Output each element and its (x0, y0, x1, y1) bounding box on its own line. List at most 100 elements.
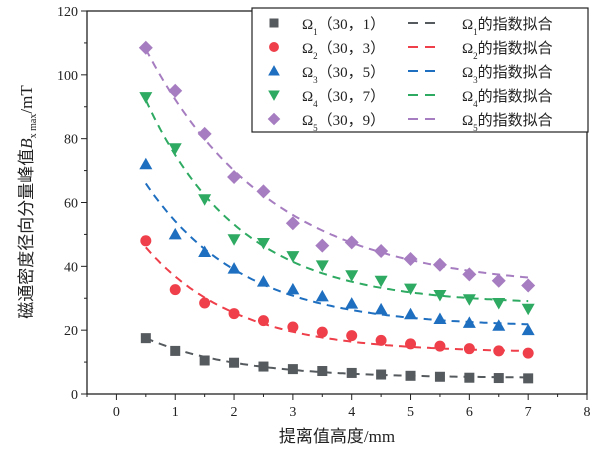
data-point (463, 343, 475, 355)
data-point (346, 367, 357, 378)
legend-item-2: Ω2（30，3） Ω2的指数拟合 (269, 40, 553, 61)
x-tick-label: 4 (348, 405, 355, 420)
data-point (405, 370, 416, 381)
data-point (491, 273, 506, 288)
legend-label: Ω4（30，7） (302, 88, 385, 109)
data-point (317, 366, 328, 377)
legend-label: Ω1（30，1） (302, 16, 385, 37)
data-point (523, 373, 534, 384)
legend-item-4: Ω4（30，7） Ω4的指数拟合 (268, 88, 553, 109)
legend-marker (268, 65, 280, 76)
x-tick-label: 5 (407, 405, 414, 420)
legend-label: Ω5（30，9） (302, 112, 385, 133)
y-tick-label: 40 (64, 260, 78, 275)
data-point (316, 326, 328, 338)
x-tick-label: 7 (525, 405, 532, 420)
series-4 (139, 92, 535, 316)
data-point (168, 83, 183, 98)
series-2 (140, 235, 534, 359)
y-axis-label-sub: x max (28, 114, 39, 139)
data-point (493, 345, 505, 357)
data-point (256, 238, 270, 250)
y-axis-label-symbol: B (17, 138, 36, 149)
data-point (256, 275, 270, 287)
fit-curve-5 (144, 48, 529, 279)
data-point (257, 315, 269, 327)
data-point (199, 297, 211, 309)
data-point (227, 169, 242, 184)
data-point (286, 282, 300, 295)
svg-text:磁通密度径向分量峰值Bx max/mT: 磁通密度径向分量峰值Bx max/mT (17, 85, 39, 319)
legend-fit-label: Ω3的指数拟合 (462, 64, 553, 85)
data-point (376, 369, 387, 380)
y-tick-label: 120 (57, 5, 78, 20)
series-5 (138, 40, 536, 293)
legend-fit-label: Ω2的指数拟合 (462, 40, 553, 61)
data-point (228, 308, 240, 320)
x-tick-label: 6 (466, 405, 473, 420)
data-point (432, 257, 447, 272)
data-point (434, 340, 446, 352)
fit-curve-2 (145, 246, 529, 352)
data-point (434, 371, 445, 382)
data-point (258, 361, 269, 372)
data-point (256, 184, 271, 199)
x-axis-label: 提离值高度/mm (279, 427, 395, 446)
x-tick-label: 0 (113, 405, 120, 420)
data-point (374, 275, 388, 288)
data-point (462, 294, 476, 306)
data-point (170, 345, 181, 356)
x-tick-label: 3 (289, 405, 296, 420)
data-point (315, 260, 329, 272)
x-tick-label: 8 (584, 405, 591, 420)
data-point (198, 194, 212, 206)
x-tick-label: 2 (231, 405, 238, 420)
data-point (375, 334, 387, 346)
data-point (198, 245, 212, 257)
data-point (374, 244, 389, 259)
y-tick-label: 100 (57, 69, 78, 84)
data-point (140, 333, 151, 344)
legend-marker (269, 42, 279, 52)
data-point (287, 364, 298, 375)
data-point (227, 262, 241, 274)
legend-fit-label: Ω1的指数拟合 (462, 16, 553, 37)
data-point (493, 373, 504, 384)
data-point (403, 251, 418, 266)
legend-marker (268, 90, 280, 101)
y-axis-label-unit: /mT (17, 85, 36, 114)
data-point (168, 227, 182, 240)
y-axis-label-text: 磁通密度径向分量峰值 (17, 149, 36, 319)
data-point (315, 238, 330, 253)
data-point (521, 323, 535, 336)
data-point (138, 40, 153, 55)
data-point (286, 251, 300, 263)
legend-box (251, 7, 589, 133)
legend-item-3: Ω3（30，5） Ω3的指数拟合 (268, 64, 553, 85)
data-point (169, 284, 181, 296)
data-point (492, 298, 506, 310)
series-1 (140, 333, 534, 384)
data-point (404, 307, 418, 320)
legend-item-1: Ω1（30，1） Ω1的指数拟合 (269, 16, 553, 37)
y-tick-label: 20 (64, 324, 78, 339)
data-point (433, 312, 447, 324)
data-point (462, 316, 476, 328)
data-point (287, 321, 299, 333)
data-point (285, 216, 300, 231)
data-point (227, 234, 241, 246)
data-point (344, 235, 359, 250)
legend-label: Ω3（30，5） (302, 64, 385, 85)
data-point (462, 267, 477, 282)
data-point (522, 347, 534, 359)
data-point (168, 143, 182, 155)
data-point (374, 302, 388, 315)
data-point (229, 357, 240, 368)
data-point (139, 92, 153, 104)
legend-marker (269, 18, 279, 28)
data-point (521, 278, 536, 293)
data-point (433, 290, 447, 302)
y-tick-label: 0 (71, 388, 78, 403)
